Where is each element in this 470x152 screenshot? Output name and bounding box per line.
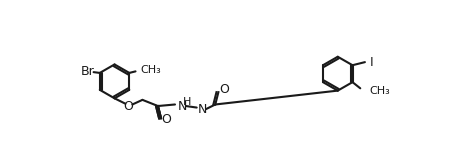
Text: CH₃: CH₃ xyxy=(140,65,161,75)
Text: Br: Br xyxy=(80,65,94,78)
Text: I: I xyxy=(369,56,373,69)
Text: O: O xyxy=(162,113,172,126)
Text: O: O xyxy=(219,83,229,96)
Text: N: N xyxy=(198,103,208,116)
Text: N: N xyxy=(178,100,188,112)
Text: O: O xyxy=(124,100,133,112)
Text: H: H xyxy=(183,97,192,107)
Text: CH₃: CH₃ xyxy=(369,86,390,96)
